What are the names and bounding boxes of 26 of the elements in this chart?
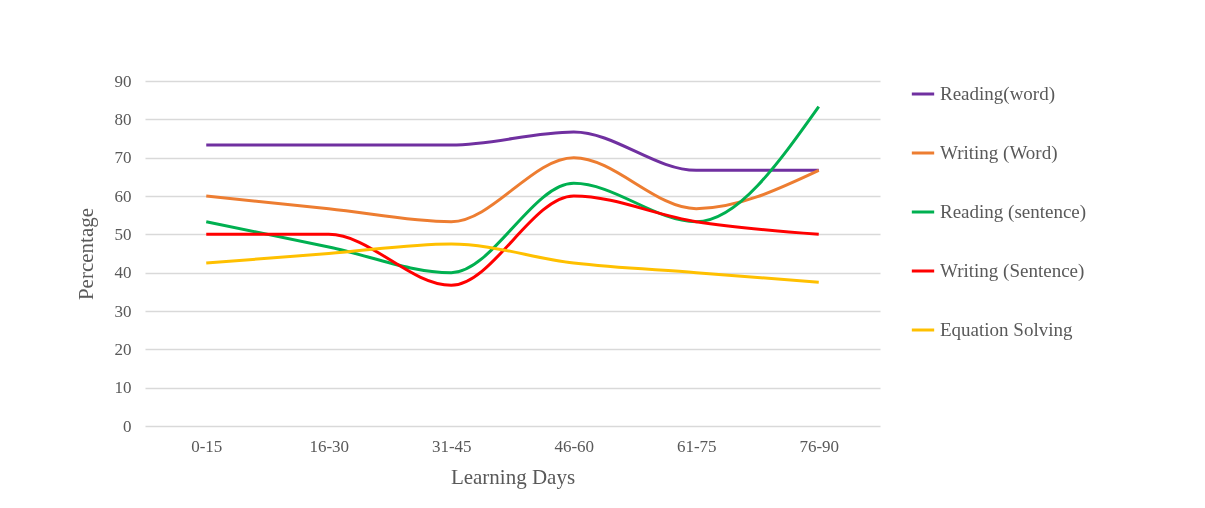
y-axis-title: Percentage xyxy=(73,207,98,301)
legend-label: Equation Solving xyxy=(940,319,1073,340)
y-tick-label: 10 xyxy=(114,378,132,398)
line-series xyxy=(204,156,821,224)
y-tick-label: 90 xyxy=(114,71,132,91)
legend-label: Writing (Sentence) xyxy=(940,260,1085,282)
x-tick-label: 61-75 xyxy=(676,436,717,456)
legend-label: Writing (Word) xyxy=(940,142,1058,164)
y-tick-label: 60 xyxy=(114,186,132,206)
y-tick-label: 80 xyxy=(114,109,132,129)
x-tick-label: 76-90 xyxy=(799,436,840,456)
x-axis-title: Learning Days xyxy=(450,464,576,489)
x-tick-label: 46-60 xyxy=(554,436,595,456)
line-series xyxy=(204,242,821,284)
y-tick-label: 70 xyxy=(114,148,132,168)
y-tick-label: 30 xyxy=(114,301,132,321)
legend-label: Reading (sentence) xyxy=(940,201,1087,223)
legend-label: Reading(word) xyxy=(940,83,1056,105)
x-tick-label: 16-30 xyxy=(309,436,350,456)
x-tick-label: 0-15 xyxy=(191,436,223,456)
y-tick-label: 20 xyxy=(114,339,132,359)
x-tick-label: 31-45 xyxy=(431,436,472,456)
y-tick-label: 40 xyxy=(114,263,132,283)
y-tick-label: 50 xyxy=(114,224,132,244)
y-tick-label: 0 xyxy=(123,416,132,436)
line-series xyxy=(204,194,821,287)
